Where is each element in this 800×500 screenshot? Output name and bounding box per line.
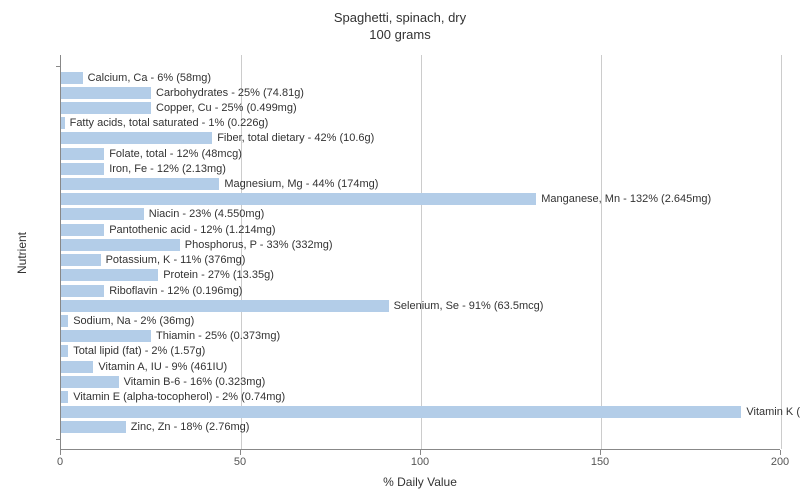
y-tick-mark bbox=[56, 439, 61, 440]
bar bbox=[61, 208, 144, 220]
plot-area: Calcium, Ca - 6% (58mg)Carbohydrates - 2… bbox=[60, 55, 780, 450]
x-tick-mark bbox=[60, 450, 61, 455]
bars-container: Calcium, Ca - 6% (58mg)Carbohydrates - 2… bbox=[61, 55, 780, 449]
bar bbox=[61, 391, 68, 403]
bar bbox=[61, 315, 68, 327]
bar bbox=[61, 87, 151, 99]
y-axis-label-container: Nutrient bbox=[12, 55, 32, 450]
x-tick-mark bbox=[240, 450, 241, 455]
bar bbox=[61, 376, 119, 388]
bar-label: Riboflavin - 12% (0.196mg) bbox=[104, 284, 242, 298]
nutrient-chart: Spaghetti, spinach, dry 100 grams Nutrie… bbox=[0, 0, 800, 500]
bar-label: Zinc, Zn - 18% (2.76mg) bbox=[126, 420, 250, 434]
bar bbox=[61, 193, 536, 205]
bar bbox=[61, 269, 158, 281]
x-tick-label: 50 bbox=[234, 456, 246, 468]
bar bbox=[61, 102, 151, 114]
bar-label: Selenium, Se - 91% (63.5mcg) bbox=[389, 299, 544, 313]
bar-label: Protein - 27% (13.35g) bbox=[158, 268, 274, 282]
bar bbox=[61, 285, 104, 297]
x-tick-mark bbox=[420, 450, 421, 455]
bar bbox=[61, 178, 219, 190]
bar-label: Sodium, Na - 2% (36mg) bbox=[68, 314, 194, 328]
bar-label: Vitamin K (phylloquinone) - 189% (151.5m… bbox=[741, 405, 800, 419]
x-tick-label: 150 bbox=[591, 456, 609, 468]
bar bbox=[61, 300, 389, 312]
x-tick-label: 100 bbox=[411, 456, 429, 468]
y-axis-label: Nutrient bbox=[15, 231, 29, 273]
bar-label: Vitamin A, IU - 9% (461IU) bbox=[93, 360, 227, 374]
y-tick-mark bbox=[56, 66, 61, 67]
x-tick-label: 0 bbox=[57, 456, 63, 468]
bar-label: Total lipid (fat) - 2% (1.57g) bbox=[68, 344, 205, 358]
bar bbox=[61, 163, 104, 175]
bar-label: Phosphorus, P - 33% (332mg) bbox=[180, 238, 333, 252]
x-axis-label: % Daily Value bbox=[60, 475, 780, 489]
x-tick-mark bbox=[600, 450, 601, 455]
bar bbox=[61, 72, 83, 84]
bar-label: Fiber, total dietary - 42% (10.6g) bbox=[212, 131, 374, 145]
bar bbox=[61, 239, 180, 251]
x-tick-mark bbox=[780, 450, 781, 455]
bar-label: Magnesium, Mg - 44% (174mg) bbox=[219, 177, 378, 191]
bar-label: Iron, Fe - 12% (2.13mg) bbox=[104, 162, 226, 176]
x-tick-label: 200 bbox=[771, 456, 789, 468]
bar-label: Vitamin E (alpha-tocopherol) - 2% (0.74m… bbox=[68, 390, 285, 404]
bar bbox=[61, 361, 93, 373]
bar bbox=[61, 421, 126, 433]
bar bbox=[61, 345, 68, 357]
chart-title-line-2: 100 grams bbox=[0, 27, 800, 44]
bar-label: Folate, total - 12% (48mcg) bbox=[104, 147, 242, 161]
bar-label: Potassium, K - 11% (376mg) bbox=[101, 253, 246, 267]
bar-label: Fatty acids, total saturated - 1% (0.226… bbox=[65, 116, 269, 130]
bar-label: Manganese, Mn - 132% (2.645mg) bbox=[536, 192, 711, 206]
gridline bbox=[781, 55, 782, 449]
bar-label: Copper, Cu - 25% (0.499mg) bbox=[151, 101, 297, 115]
bar bbox=[61, 224, 104, 236]
bar bbox=[61, 330, 151, 342]
chart-title-block: Spaghetti, spinach, dry 100 grams bbox=[0, 10, 800, 44]
bar-label: Niacin - 23% (4.550mg) bbox=[144, 207, 265, 221]
bar bbox=[61, 254, 101, 266]
bar-label: Vitamin B-6 - 16% (0.323mg) bbox=[119, 375, 266, 389]
chart-title-line-1: Spaghetti, spinach, dry bbox=[0, 10, 800, 27]
bar bbox=[61, 406, 741, 418]
bar-label: Thiamin - 25% (0.373mg) bbox=[151, 329, 280, 343]
bar-label: Calcium, Ca - 6% (58mg) bbox=[83, 71, 211, 85]
bar-label: Carbohydrates - 25% (74.81g) bbox=[151, 86, 304, 100]
bar-label: Pantothenic acid - 12% (1.214mg) bbox=[104, 223, 275, 237]
bar bbox=[61, 148, 104, 160]
bar bbox=[61, 132, 212, 144]
